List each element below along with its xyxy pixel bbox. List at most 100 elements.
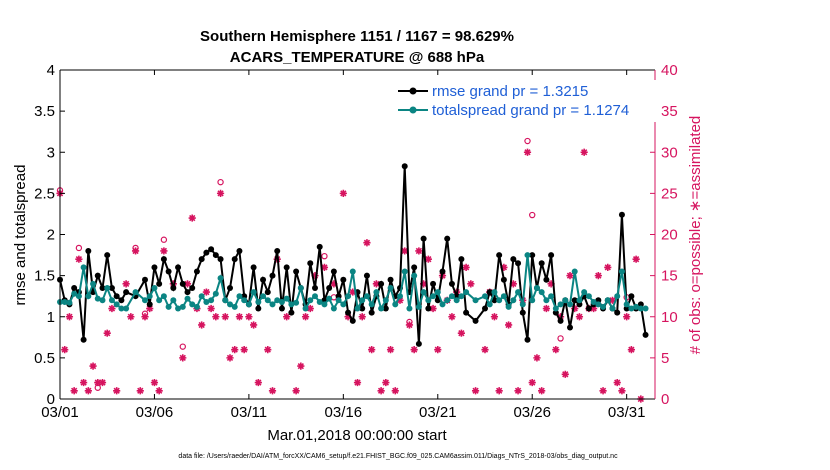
series-point-totalspread: [321, 301, 328, 308]
series-point-totalspread: [538, 289, 545, 296]
series-point-totalspread: [61, 298, 68, 305]
series-point-totalspread: [165, 303, 172, 310]
y-tick-label: 2.5: [34, 185, 55, 202]
obs-assimilated-marker: [415, 247, 423, 255]
y-right-tick-label: 30: [661, 144, 678, 161]
series-point-rmse: [227, 284, 233, 291]
obs-assimilated-marker: [131, 247, 140, 255]
series-point-rmse: [274, 247, 281, 254]
series-point-totalspread: [170, 297, 177, 304]
series-point-totalspread: [312, 293, 318, 300]
obs-assimilated-marker: [627, 346, 635, 354]
series-point-rmse: [411, 264, 418, 271]
series-point-rmse: [113, 293, 120, 300]
series-point-rmse: [307, 260, 314, 267]
series-point-rmse: [345, 309, 352, 316]
series-point-rmse: [628, 293, 635, 300]
series-point-rmse: [515, 260, 522, 267]
obs-assimilated-marker: [283, 313, 291, 321]
series-point-totalspread: [548, 293, 555, 300]
series-point-totalspread: [203, 298, 210, 305]
series-point-rmse: [293, 268, 300, 275]
x-tick-label: 03/26: [513, 404, 551, 421]
series-point-totalspread: [576, 297, 583, 304]
series-point-rmse: [623, 305, 630, 312]
series-point-totalspread: [609, 305, 616, 312]
y-axis-label: rmse and totalspread: [12, 165, 29, 306]
series-point-totalspread: [382, 297, 389, 304]
series-point-rmse: [349, 317, 356, 324]
y-right-tick-label: 10: [661, 309, 678, 326]
series-point-rmse: [326, 284, 333, 291]
series-point-totalspread: [236, 293, 243, 300]
series-point-totalspread: [345, 293, 352, 300]
obs-assimilated-marker: [618, 387, 626, 395]
obs-assimilated-marker: [155, 387, 163, 395]
obs-assimilated-marker: [75, 255, 83, 263]
series-point-rmse: [642, 331, 649, 338]
obs-assimilated-marker: [590, 304, 598, 313]
series-point-totalspread: [595, 301, 602, 308]
series-point-totalspread: [66, 299, 73, 306]
obs-assimilated-marker: [250, 321, 258, 329]
series-point-rmse: [189, 284, 196, 291]
series-point-totalspread: [392, 301, 399, 308]
obs-assimilated-marker: [183, 280, 192, 288]
obs-possible-marker: [557, 335, 564, 342]
series-point-totalspread: [227, 301, 233, 308]
y-tick-label: 4: [47, 62, 55, 79]
series-point-totalspread: [104, 284, 111, 291]
series-point-totalspread: [524, 252, 531, 259]
series-point-totalspread: [571, 268, 578, 275]
series-point-totalspread: [633, 303, 640, 310]
series-point-totalspread: [448, 293, 455, 300]
obs-assimilated-marker: [245, 313, 253, 321]
series-point-totalspread: [562, 297, 569, 304]
series-point-totalspread: [354, 305, 361, 312]
series-point-totalspread: [250, 289, 257, 296]
obs-assimilated-marker: [481, 346, 489, 354]
y-tick-label: 3: [47, 144, 55, 161]
series-point-rmse: [529, 252, 536, 259]
series-point-totalspread: [118, 305, 125, 312]
series-point-totalspread: [401, 268, 408, 275]
obs-assimilated-marker: [377, 387, 385, 395]
obs-assimilated-marker: [533, 354, 541, 362]
series-point-totalspread: [75, 293, 82, 300]
series-point-totalspread: [302, 305, 309, 312]
series-point-rmse: [335, 293, 342, 300]
obs-assimilated-marker: [580, 148, 588, 156]
series-point-rmse: [552, 309, 559, 316]
series-point-totalspread: [241, 297, 248, 304]
series-point-rmse: [434, 297, 441, 304]
series-point-totalspread: [373, 289, 380, 296]
series-point-totalspread: [552, 305, 559, 312]
obs-assimilated-marker: [434, 346, 442, 354]
series-point-totalspread: [628, 305, 635, 312]
series-point-totalspread: [132, 289, 139, 296]
series-point-totalspread: [283, 295, 290, 302]
y-right-axis-label: # of obs: o=possible; ∗=assimilated: [687, 116, 704, 355]
series-point-rmse: [425, 305, 432, 312]
series-point-totalspread: [486, 301, 493, 308]
obs-assimilated-marker: [575, 313, 584, 321]
series-point-totalspread: [604, 297, 611, 304]
series-point-rmse: [401, 163, 408, 170]
series-point-rmse: [260, 276, 267, 283]
series-point-rmse: [264, 289, 271, 296]
obs-assimilated-marker: [462, 263, 470, 271]
series-point-totalspread: [444, 297, 451, 304]
series-point-rmse: [80, 336, 87, 343]
obs-assimilated-marker: [221, 313, 229, 321]
obs-possible-marker: [524, 137, 531, 145]
obs-assimilated-marker: [505, 321, 513, 329]
series-point-rmse: [123, 289, 130, 296]
series-point-rmse: [439, 268, 446, 275]
series-point-rmse: [231, 256, 238, 263]
series-point-rmse: [85, 247, 92, 254]
obs-assimilated-marker: [552, 346, 560, 354]
series-point-totalspread: [453, 297, 460, 304]
series-point-totalspread: [113, 301, 120, 308]
series-point-rmse: [165, 268, 172, 275]
series-point-totalspread: [618, 268, 625, 275]
